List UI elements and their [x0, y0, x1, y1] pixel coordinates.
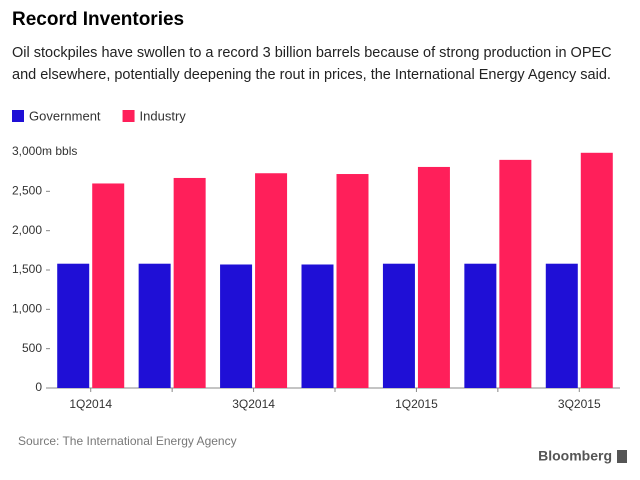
bar — [138, 263, 171, 388]
bar — [220, 264, 253, 388]
bar — [464, 263, 497, 388]
bar — [417, 166, 450, 388]
y-tick-label: 2,000 — [12, 223, 42, 237]
y-tick-label: 0 — [35, 380, 42, 394]
bar — [336, 174, 369, 388]
subtitle-line: and elsewhere, potentially deepening the… — [12, 67, 611, 83]
y-tick-label: 1,000 — [12, 302, 42, 316]
bar — [499, 159, 532, 388]
x-tick-label: 1Q2014 — [69, 397, 112, 411]
logo-icon — [617, 450, 627, 463]
bar — [173, 177, 206, 388]
logo: Bloomberg — [538, 448, 612, 464]
bar — [255, 173, 288, 388]
legend-swatch — [12, 110, 24, 122]
bar — [57, 263, 90, 388]
y-tick-label: 3,000m bbls — [12, 144, 77, 158]
x-tick-label: 3Q2015 — [558, 397, 601, 411]
bar — [545, 263, 578, 388]
legend-label: Industry — [140, 108, 187, 123]
x-tick-label: 3Q2014 — [232, 397, 275, 411]
chart-title: Record Inventories — [12, 9, 184, 30]
bar — [301, 264, 334, 388]
bar — [92, 183, 125, 388]
legend-swatch — [122, 110, 135, 122]
source: Source: The International Energy Agency — [18, 434, 237, 448]
x-tick-label: 1Q2015 — [395, 397, 438, 411]
y-tick-label: 2,500 — [12, 184, 42, 198]
legend-label: Government — [29, 108, 101, 123]
bar — [382, 263, 415, 388]
bar — [580, 152, 613, 388]
y-tick-label: 1,500 — [12, 262, 42, 276]
y-tick-label: 500 — [22, 341, 42, 355]
subtitle-line: Oil stockpiles have swollen to a record … — [12, 45, 612, 61]
